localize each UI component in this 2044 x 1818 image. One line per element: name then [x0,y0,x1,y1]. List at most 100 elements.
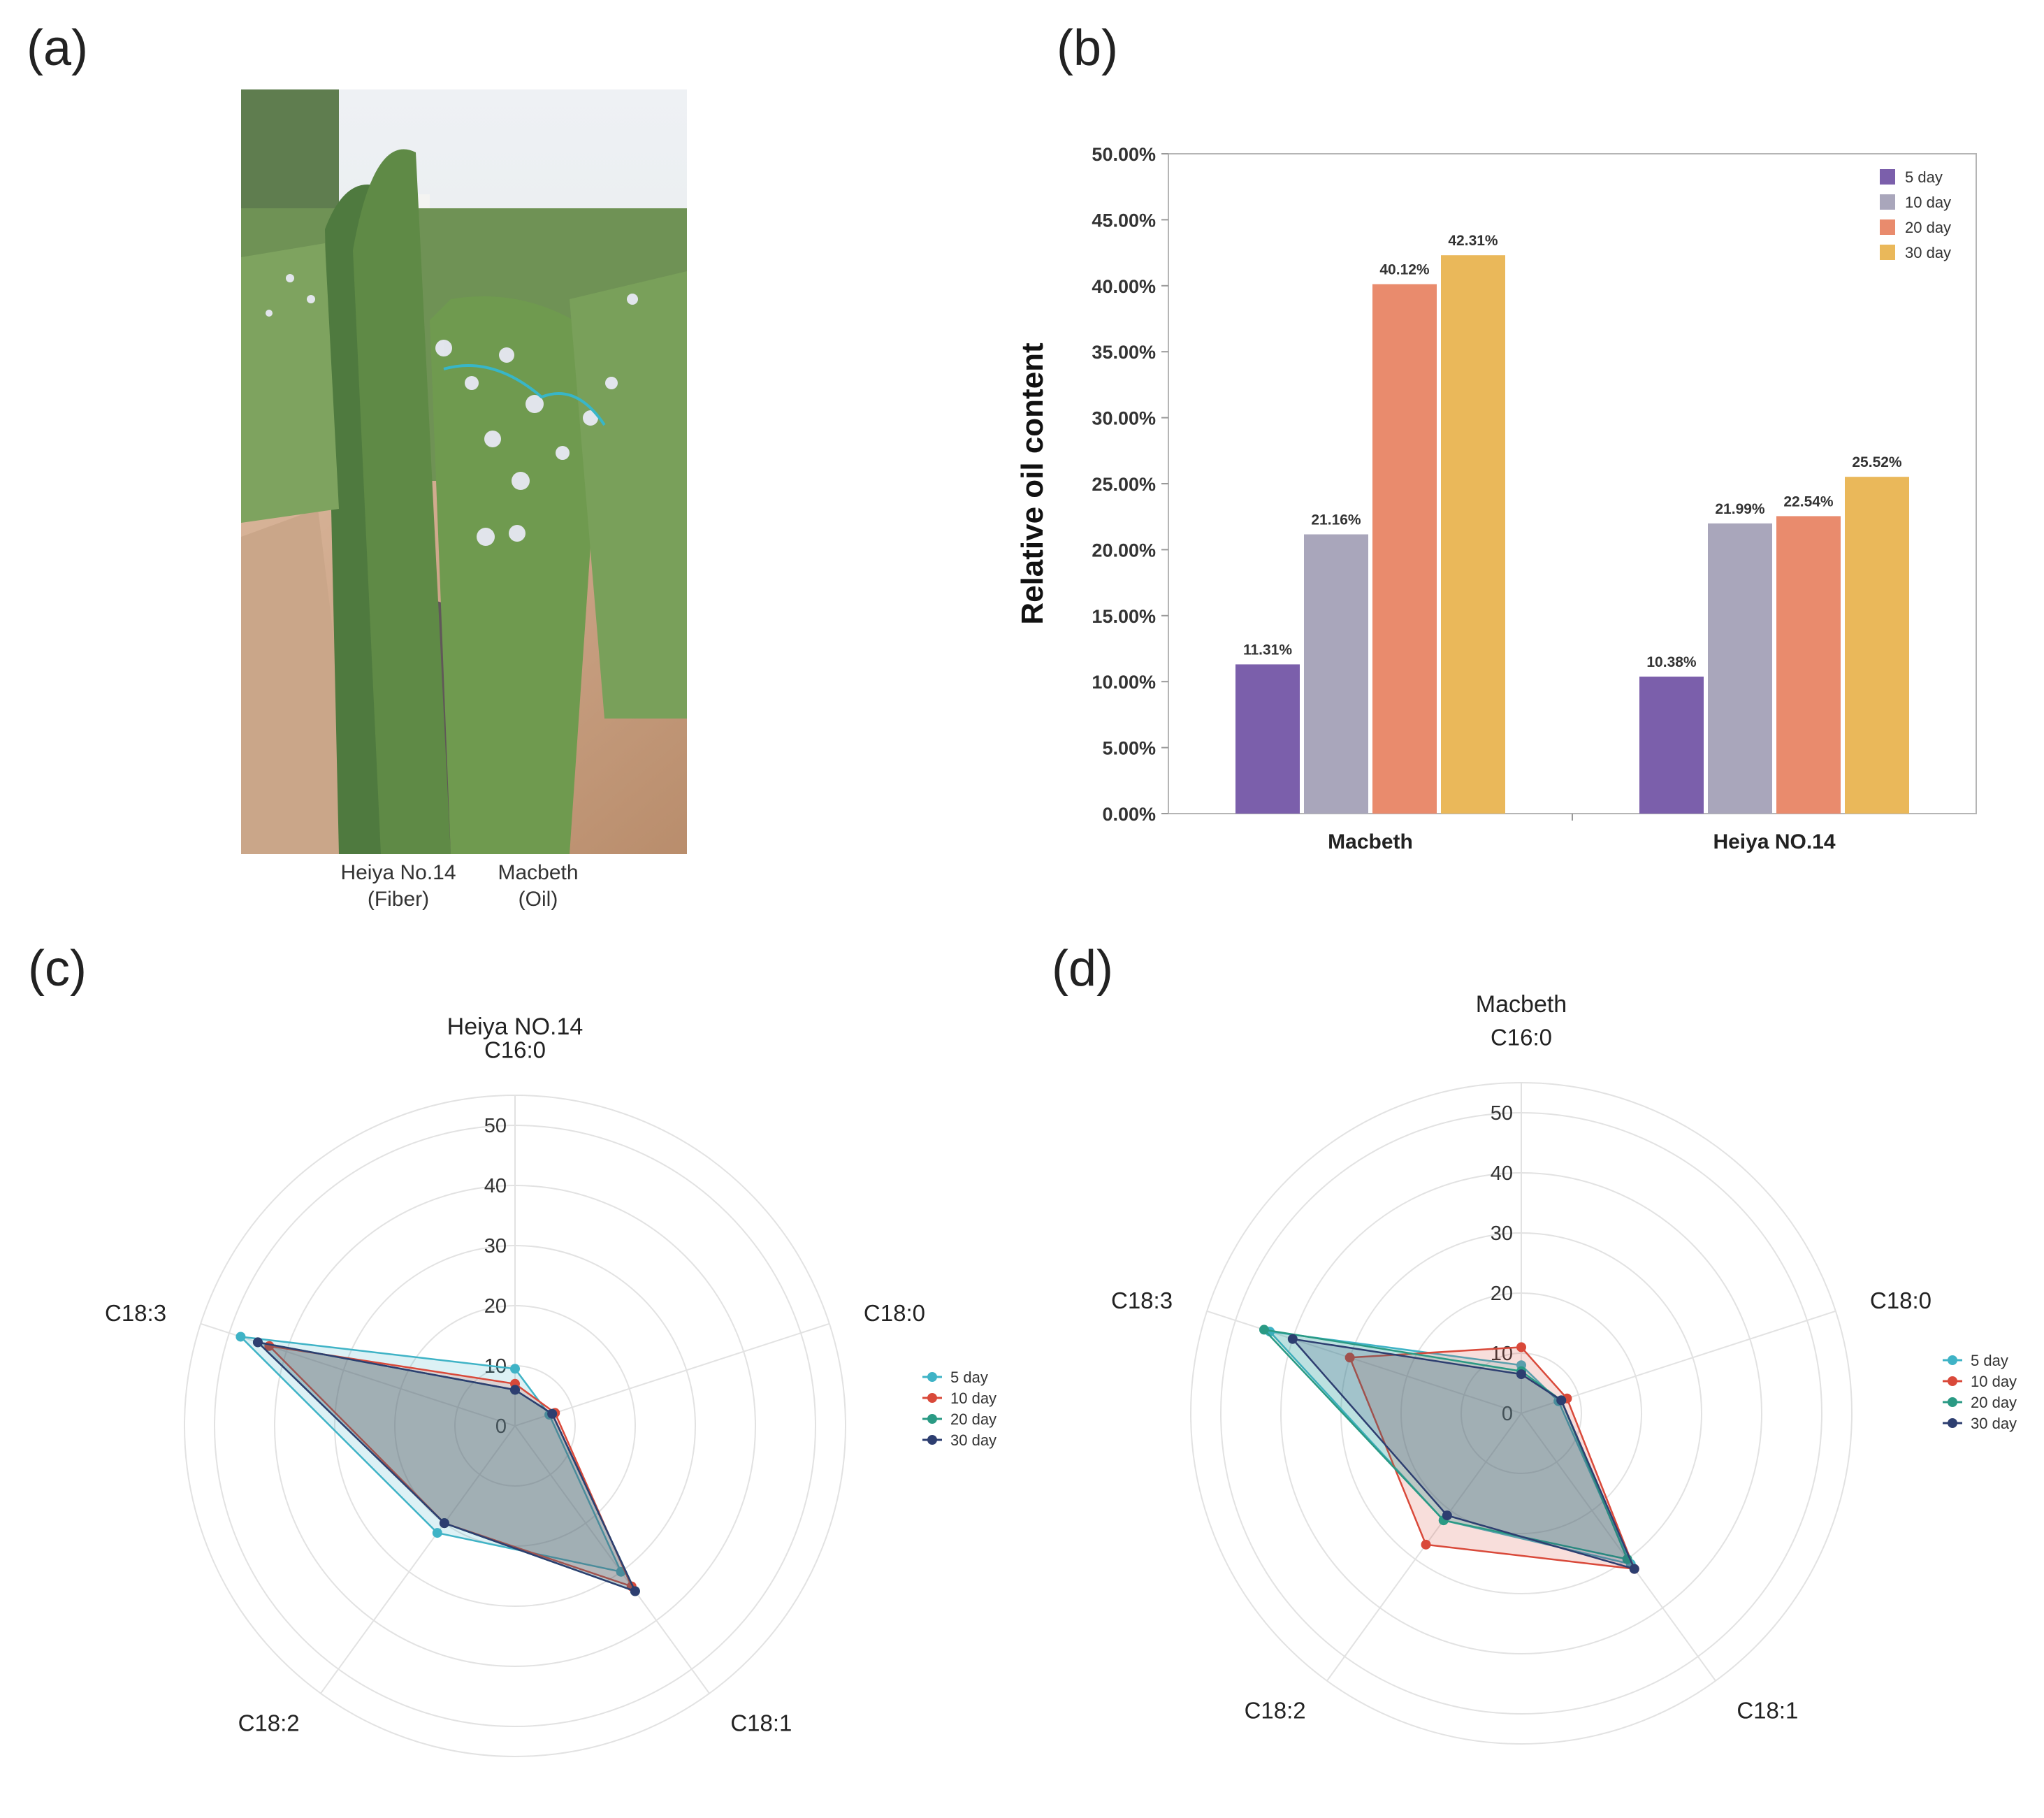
legend-swatch [1880,219,1895,235]
r-tick-label: 0 [495,1415,507,1438]
caption-macbeth-type: (Oil) [518,888,558,911]
flax-field-photo [241,89,687,854]
series-point [1516,1342,1526,1352]
bar-value-label: 22.54% [1783,493,1834,510]
legend-label: 30 day [1971,1415,2017,1432]
series-area [1290,1337,1636,1571]
y-tick-label: 0.00% [1102,804,1156,825]
series-point [510,1385,520,1395]
radar-title: Macbeth [1476,991,1567,1018]
series-point [432,1528,442,1538]
series-point [547,1408,558,1419]
legend-swatch [1880,169,1895,185]
series-point [439,1518,449,1529]
legend-label: 5 day [950,1369,988,1386]
axis-label: C18:1 [1737,1697,1798,1723]
legend-swatch [1880,194,1895,210]
series-point [1629,1564,1639,1574]
panel-label-b: (b) [1057,20,1118,76]
radar-chart-macbeth: MacbethC16:0C18:0C18:1C18:2C18:301020304… [1111,991,2017,1745]
r-tick-label: 50 [484,1115,507,1137]
y-tick-label: 15.00% [1092,606,1156,627]
oil-content-bar-chart: 0.00% 5.00% 10.00% 15.00% 20.00% 25.00% 30.00%… [1015,144,1977,853]
y-tick-label: 35.00% [1092,342,1156,363]
legend-marker [1948,1397,1957,1407]
y-tick-label: 40.00% [1092,276,1156,297]
axis-label: C18:3 [105,1300,166,1326]
legend-label: 20 day [950,1411,996,1428]
panel-label-d: (d) [1052,941,1113,997]
legend-marker [1948,1355,1957,1365]
bar [1304,534,1368,814]
legend-label: 10 day [1971,1373,2017,1390]
legend-label: 30 day [950,1431,996,1449]
legend-marker [927,1372,937,1382]
radar-chart-heiya: Heiya NO.14C16:0C18:0C18:1C18:2C18:30102… [105,1013,996,1757]
axis-label: C16:0 [1491,1024,1552,1050]
series-point [252,1337,263,1348]
spoke-line [1521,1310,1836,1414]
r-tick-label: 50 [1491,1102,1513,1125]
bar [1372,284,1437,814]
legend-marker [1948,1418,1957,1428]
axis-label: C18:3 [1111,1287,1173,1313]
spoke-line [1206,1310,1522,1414]
series-point [630,1586,640,1596]
legend-swatch [1880,245,1895,260]
y-axis-label: Relative oil content [1015,342,1050,625]
radar-title: Heiya NO.14 [447,1013,584,1040]
y-tick-label: 5.00% [1102,738,1156,759]
bar-value-label: 40.12% [1379,262,1430,278]
axis-label: C16:0 [484,1037,546,1062]
r-tick-label: 20 [1491,1283,1513,1305]
bar-value-label: 10.38% [1646,654,1697,670]
r-tick-label: 0 [1502,1403,1513,1425]
caption-heiya: Heiya No.14 (Fiber) [307,860,489,913]
series-point [1259,1325,1269,1335]
x-tick-label: Macbeth [1328,830,1413,853]
series-point [235,1332,246,1342]
legend-marker [927,1435,937,1445]
bar [1776,516,1841,814]
series-point [1344,1352,1355,1363]
y-tick-label: 20.00% [1092,540,1156,561]
x-tick-label: Heiya NO.14 [1713,830,1835,853]
y-tick-label: 25.00% [1092,474,1156,495]
y-tick-label: 10.00% [1092,672,1156,693]
bar [1708,523,1772,814]
bar-value-label: 42.31% [1448,233,1498,249]
r-tick-label: 40 [1491,1162,1513,1185]
legend-label: 30 day [1905,244,1951,261]
axis-label: C18:0 [864,1300,925,1326]
legend-marker [927,1414,937,1424]
r-tick-label: 40 [484,1175,507,1197]
panel-label-c: (c) [28,941,87,997]
series-area [255,1341,637,1593]
r-tick-label: 20 [484,1295,507,1318]
series-point [1287,1334,1298,1344]
bar [1639,677,1704,814]
axis-label: C18:1 [730,1710,792,1736]
bar-value-label: 25.52% [1852,454,1902,470]
legend-label: 10 day [950,1390,996,1407]
caption-macbeth: Macbeth (Oil) [461,860,615,913]
spoke-line [1521,1413,1716,1682]
legend-label: 20 day [1971,1394,2017,1411]
spoke-line [514,1322,830,1427]
caption-heiya-type: (Fiber) [367,888,430,911]
legend-label: 5 day [1905,168,1943,186]
series-point [1421,1539,1431,1550]
bar-value-label: 11.31% [1243,642,1292,658]
bar [1441,255,1505,814]
spoke-line [514,1425,710,1694]
legend-label: 10 day [1905,194,1951,211]
series-point [1516,1369,1526,1380]
spoke-line [320,1425,516,1694]
panel-label-a: (a) [27,20,88,76]
legend-label: 20 day [1905,219,1951,236]
series-point [1556,1395,1567,1406]
spoke-line [200,1322,516,1427]
series-point [510,1364,520,1374]
bar [1845,477,1909,814]
caption-heiya-name: Heiya No.14 [340,861,456,884]
